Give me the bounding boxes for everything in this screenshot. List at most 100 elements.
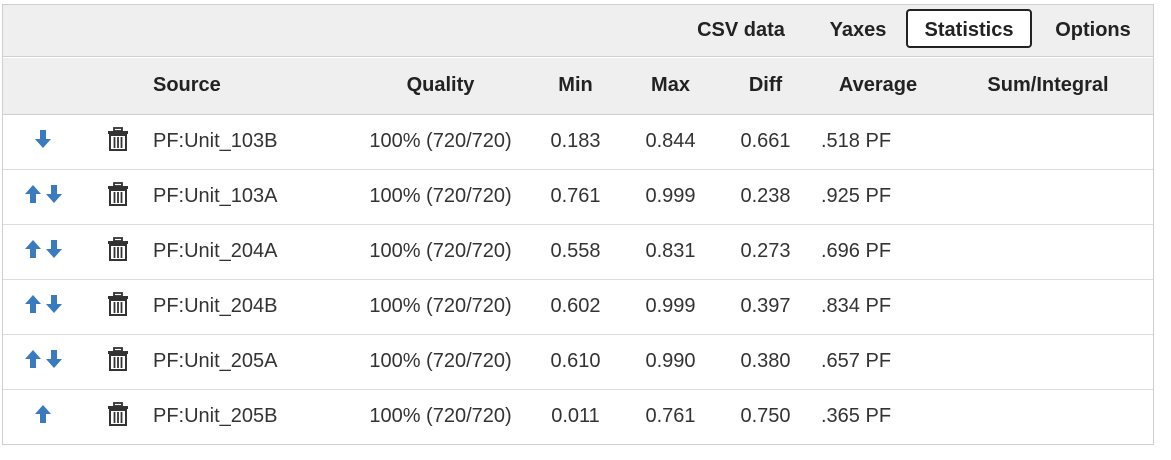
reorder-controls [24, 184, 63, 204]
sum-integral-cell [943, 169, 1153, 224]
table-row: PF:Unit_103A 100% (720/720) 0.761 0.999 0.23… [3, 169, 1153, 224]
arrow-up-icon[interactable] [24, 239, 42, 259]
max-cell: 0.761 [645, 405, 696, 428]
diff-cell: 0.238 [740, 185, 791, 207]
header-average: Average [813, 58, 943, 115]
sum-integral-cell [943, 334, 1153, 389]
quality-cell: 100% (720/720) [369, 350, 512, 372]
trash-icon[interactable] [107, 181, 129, 206]
arrow-up-icon[interactable] [24, 184, 42, 204]
average-cell: .518 PF [821, 130, 892, 152]
table-row: PF:Unit_204B 100% (720/720) 0.602 0.999 0.39… [3, 279, 1153, 334]
quality-cell: 100% (720/720) [369, 185, 512, 207]
source-cell: PF:Unit_103A [153, 185, 278, 207]
quality-cell: 100% (720/720) [369, 240, 512, 262]
arrow-down-icon[interactable] [45, 184, 63, 204]
min-cell: 0.602 [550, 295, 601, 317]
trash-icon[interactable] [107, 291, 129, 316]
max-cell: 0.831 [645, 240, 696, 262]
average-cell: .834 PF [821, 295, 892, 317]
max-cell: 0.999 [645, 185, 696, 207]
header-diff: Diff [718, 58, 813, 115]
tab-yaxes[interactable]: Yaxes [829, 19, 887, 41]
diff-cell: 0.397 [740, 295, 791, 317]
average-cell: .925 PF [821, 185, 892, 207]
header-order [3, 58, 83, 115]
quality-cell: 100% (720/720) [369, 295, 512, 317]
table-row: PF:Unit_204A 100% (720/720) 0.558 0.831 0.27… [3, 224, 1153, 279]
arrow-up-icon[interactable] [24, 349, 42, 369]
min-cell: 0.183 [550, 130, 601, 152]
source-cell: PF:Unit_204A [153, 240, 278, 262]
header-max: Max [623, 58, 718, 115]
table-row: PF:Unit_205A 100% (720/720) 0.610 0.990 0.38… [3, 334, 1153, 389]
diff-cell: 0.661 [740, 130, 791, 152]
delete-cell [83, 224, 153, 279]
source-cell: PF:Unit_205A [153, 350, 278, 372]
average-cell: .657 PF [821, 350, 892, 372]
reorder-controls [24, 349, 63, 369]
header-delete [83, 58, 153, 115]
table-body: PF:Unit_103B 100% (720/720) 0.183 0.844 0.66… [3, 114, 1153, 444]
reorder-controls [24, 294, 63, 314]
min-cell: 0.761 [550, 185, 601, 207]
trash-icon[interactable] [107, 346, 129, 371]
statistics-panel: CSV data Yaxes Statistics Options Source… [2, 4, 1154, 445]
max-cell: 0.990 [645, 350, 696, 372]
reorder-controls [34, 404, 52, 424]
source-cell: PF:Unit_205B [153, 405, 278, 428]
table-row: PF:Unit_205B 100% (720/720) 0.011 0.761 0.75… [3, 389, 1153, 444]
quality-cell: 100% (720/720) [369, 405, 512, 428]
delete-cell [83, 334, 153, 389]
order-cell [3, 279, 83, 334]
delete-cell [83, 389, 153, 444]
arrow-down-icon[interactable] [45, 239, 63, 259]
header-quality: Quality [353, 58, 528, 115]
order-cell [3, 334, 83, 389]
diff-cell: 0.750 [740, 405, 791, 428]
source-cell: PF:Unit_204B [153, 295, 278, 317]
header-sum-integral: Sum/Integral [943, 58, 1153, 115]
order-cell [3, 389, 83, 444]
delete-cell [83, 169, 153, 224]
reorder-controls [34, 129, 52, 149]
table-row: PF:Unit_103B 100% (720/720) 0.183 0.844 0.66… [3, 114, 1153, 169]
sum-integral-cell [943, 224, 1153, 279]
header-min: Min [528, 58, 623, 115]
arrow-up-icon[interactable] [24, 294, 42, 314]
sum-integral-cell [943, 114, 1153, 169]
trash-icon[interactable] [107, 126, 129, 151]
trash-icon[interactable] [107, 236, 129, 261]
trash-icon[interactable] [107, 401, 129, 426]
min-cell: 0.610 [550, 350, 601, 372]
tab-statistics[interactable]: Statistics [906, 9, 1032, 48]
quality-cell: 100% (720/720) [369, 130, 512, 152]
delete-cell [83, 114, 153, 169]
table-header-row: Source Quality Min Max Diff Average Sum/… [3, 58, 1153, 115]
arrow-down-icon[interactable] [45, 294, 63, 314]
order-cell [3, 114, 83, 169]
min-cell: 0.558 [550, 240, 601, 262]
delete-cell [83, 279, 153, 334]
average-cell: .696 PF [821, 240, 892, 262]
arrow-down-icon[interactable] [34, 129, 52, 149]
average-cell: .365 PF [821, 405, 892, 428]
diff-cell: 0.273 [740, 240, 791, 262]
diff-cell: 0.380 [740, 350, 791, 372]
header-source: Source [153, 58, 353, 115]
tab-bar: CSV data Yaxes Statistics Options [3, 5, 1153, 57]
statistics-table: Source Quality Min Max Diff Average Sum/… [3, 58, 1153, 444]
order-cell [3, 169, 83, 224]
arrow-up-icon[interactable] [34, 404, 52, 424]
reorder-controls [24, 239, 63, 259]
tab-csv-data[interactable]: CSV data [697, 19, 785, 41]
max-cell: 0.999 [645, 295, 696, 317]
sum-integral-cell [943, 279, 1153, 334]
arrow-down-icon[interactable] [45, 349, 63, 369]
min-cell: 0.011 [551, 405, 600, 428]
source-cell: PF:Unit_103B [153, 130, 278, 152]
order-cell [3, 224, 83, 279]
sum-integral-cell [943, 389, 1153, 444]
max-cell: 0.844 [645, 130, 696, 152]
tab-options[interactable]: Options [1055, 19, 1131, 41]
